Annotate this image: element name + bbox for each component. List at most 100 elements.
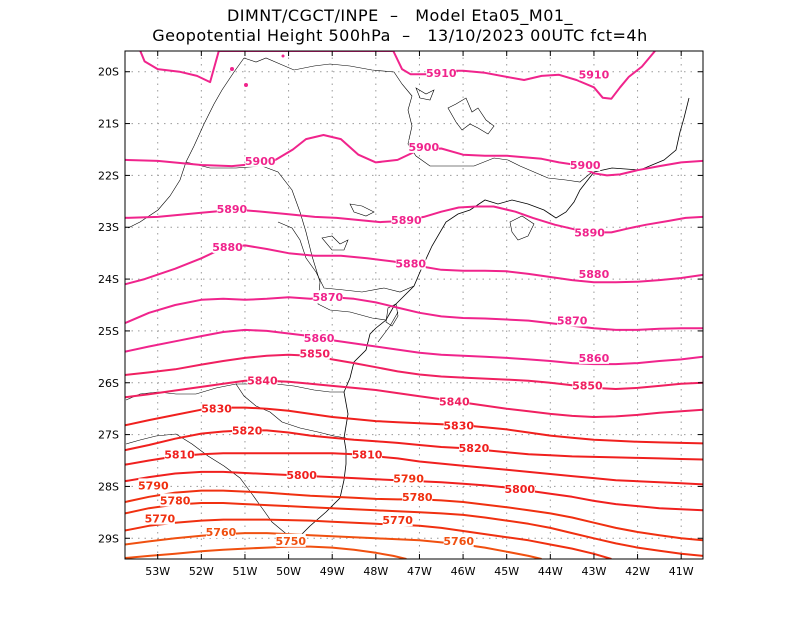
contour-label-bg (572, 378, 603, 392)
contour-label-5860: 5860 (304, 332, 335, 345)
contour-label-5850: 5850 (572, 379, 603, 392)
contour-label-5900: 5900 (409, 141, 440, 154)
contour-label-5760: 5760 (206, 526, 237, 539)
contour-label-5910: 5910 (579, 68, 610, 81)
contour-label-bg (570, 158, 601, 172)
contour-label-bg (443, 533, 474, 547)
contour-label-5800: 5800 (286, 469, 317, 482)
lat-tick-label: 27S (98, 429, 119, 442)
lon-tick-label: 45W (494, 565, 519, 578)
contour-label-bg (578, 350, 609, 364)
border-line (377, 311, 399, 343)
contour-5840 (125, 379, 703, 418)
contour-5910 (139, 51, 656, 100)
contour-label-bg (443, 418, 474, 432)
marker-dot (230, 67, 234, 71)
lon-tick-label: 50W (276, 565, 301, 578)
contour-label-bg (557, 313, 588, 327)
lon-tick-label: 42W (625, 565, 650, 578)
contour-label-5780: 5780 (402, 491, 433, 504)
contour-label-bg (352, 447, 383, 461)
contour-label-5870: 5870 (313, 291, 344, 304)
lat-tick-label: 21S (98, 118, 119, 131)
contour-label-bg (299, 346, 330, 360)
contour-label-bg (212, 239, 243, 253)
contour-label-bg (578, 266, 609, 280)
contour-5810 (125, 452, 703, 486)
contour-label-5840: 5840 (439, 395, 470, 408)
lat-tick-label: 22S (98, 169, 119, 182)
lon-tick-label: 43W (582, 565, 607, 578)
border-line (185, 161, 387, 321)
border-line (277, 221, 415, 293)
contour-label-5830: 5830 (201, 403, 232, 416)
lat-tick-label: 24S (98, 273, 119, 286)
contour-labels: 5910 5910 5900 5900 5900 5890 5890 5890 5880 5880… (138, 65, 610, 548)
contour-label-bg (382, 513, 413, 527)
contour-label-5760: 5760 (443, 535, 474, 548)
contour-label-bg (160, 493, 191, 507)
contour-label-5750: 5750 (275, 535, 306, 548)
lon-tick-label: 41W (669, 565, 694, 578)
contour-label-5890: 5890 (391, 214, 422, 227)
stray-markers (230, 54, 285, 87)
contour-5780 (125, 502, 703, 557)
contour-5760 (125, 532, 542, 559)
axis-ticks: 53W 52W 51W 50W 49W 48W 47W 46W 45W 44W 43W 42W 41W 2… (98, 51, 703, 578)
border-line (235, 383, 347, 439)
lake (349, 203, 375, 217)
contour-5820 (125, 429, 703, 461)
lat-tick-label: 28S (98, 480, 119, 493)
contour-label-5900: 5900 (245, 155, 276, 168)
contour-label-bg (144, 511, 175, 525)
contour-5870 (125, 296, 703, 331)
contour-5860 (125, 328, 703, 366)
contour-label-5770: 5770 (145, 513, 176, 526)
contour-label-bg (232, 423, 263, 437)
contour-label-5860: 5860 (579, 352, 610, 365)
bay (509, 215, 535, 241)
contour-label-5800: 5800 (504, 483, 535, 496)
contour-label-bg (395, 256, 426, 270)
map-title-line1: DIMNT/CGCT/INPE – Model Eta05_M01_ (226, 6, 574, 25)
coastline (289, 97, 690, 547)
contour-label-bg (312, 290, 343, 304)
lake (321, 235, 349, 251)
contour-label-5900: 5900 (570, 159, 601, 172)
contour-label-5840: 5840 (247, 375, 278, 388)
contour-label-bg (458, 441, 489, 455)
contour-label-5890: 5890 (217, 203, 248, 216)
lat-tick-label: 20S (98, 66, 119, 79)
contour-label-bg (247, 373, 278, 387)
lake (447, 97, 495, 135)
contour-label-5810: 5810 (352, 448, 383, 461)
contour-label-5790: 5790 (138, 479, 169, 492)
contour-label-5790: 5790 (393, 473, 424, 486)
lon-tick-label: 48W (363, 565, 388, 578)
contour-label-5770: 5770 (382, 514, 413, 527)
lon-tick-label: 53W (145, 565, 170, 578)
contour-label-bg (245, 153, 276, 167)
marker-dot (281, 54, 285, 58)
lake (415, 87, 435, 101)
contour-label-5780: 5780 (160, 494, 191, 507)
border-line (243, 57, 593, 183)
contour-label-5820: 5820 (459, 442, 490, 455)
contour-label-bg (286, 468, 317, 482)
map-title-line2: Geopotential Height 500hPa – 13/10/2023 … (152, 26, 648, 45)
contour-label-bg (402, 489, 433, 503)
contour-label-bg (393, 471, 424, 485)
lon-tick-label: 49W (320, 565, 345, 578)
contour-label-bg (201, 401, 232, 415)
lon-tick-label: 51W (233, 565, 258, 578)
lon-tick-label: 46W (451, 565, 476, 578)
contour-label-5910: 5910 (426, 67, 457, 80)
lon-tick-label: 47W (407, 565, 432, 578)
contour-label-5830: 5830 (443, 419, 474, 432)
contour-label-bg (426, 65, 457, 79)
contour-label-bg (574, 225, 605, 239)
border-line (125, 433, 295, 541)
lon-tick-label: 52W (189, 565, 214, 578)
contour-label-bg (408, 139, 439, 153)
contour-label-5810: 5810 (164, 448, 195, 461)
